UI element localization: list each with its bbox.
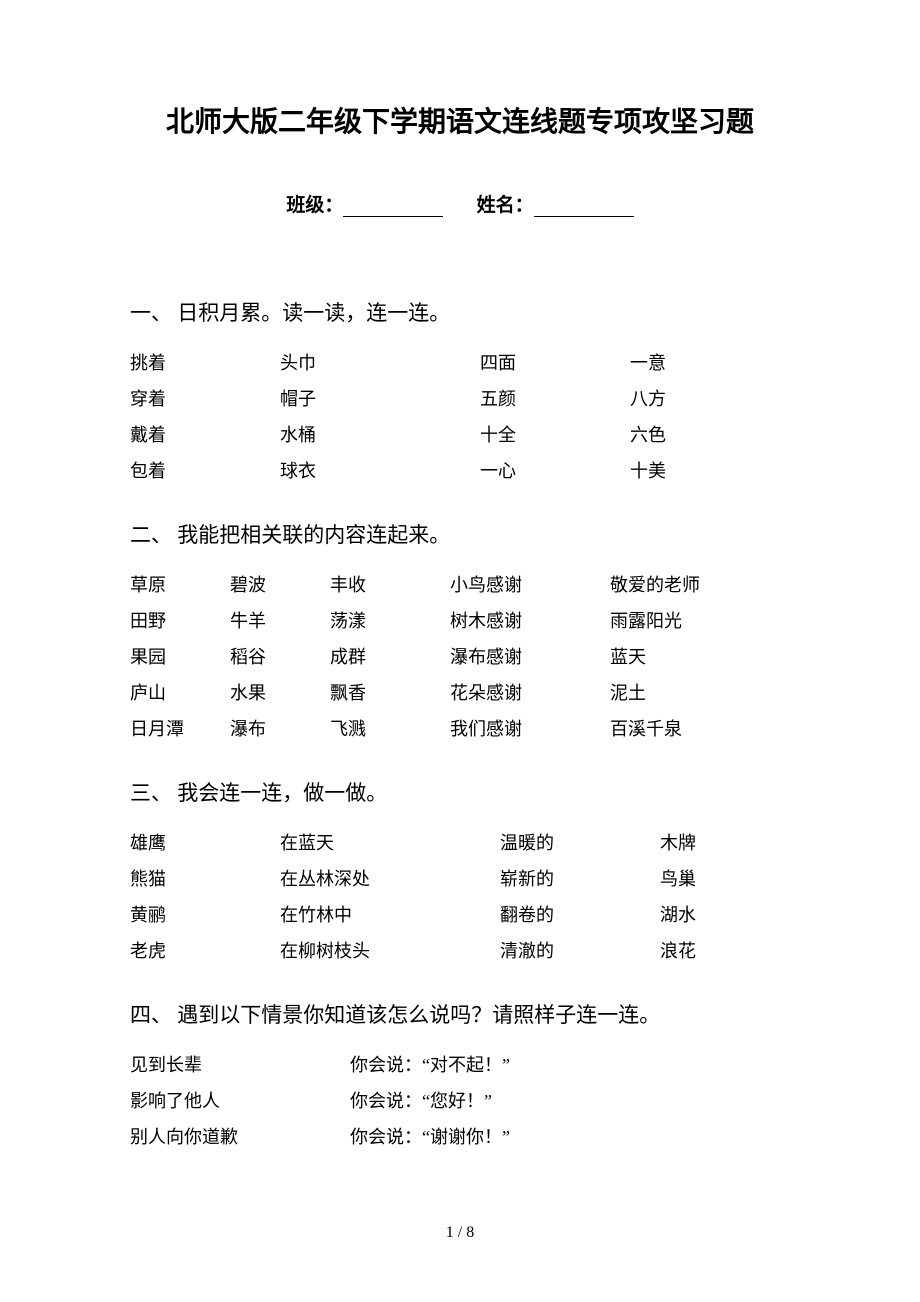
table-row: 戴着水桶十全六色 <box>130 417 730 453</box>
table-row: 老虎在柳树枝头清澈的浪花 <box>130 933 760 969</box>
table-cell: 温暖的 <box>500 825 660 861</box>
table-cell: 五颜 <box>480 381 630 417</box>
table-cell: 丰收 <box>330 567 450 603</box>
table-cell: 瀑布 <box>230 711 330 747</box>
table-cell: 牛羊 <box>230 603 330 639</box>
table-cell: 稻谷 <box>230 639 330 675</box>
table-cell: 别人向你道歉 <box>130 1119 350 1155</box>
table-cell: 碧波 <box>230 567 330 603</box>
class-blank <box>343 199 443 217</box>
table-cell: 帽子 <box>280 381 480 417</box>
table-cell: 你会说：“谢谢你！” <box>350 1119 750 1155</box>
section-table: 雄鹰在蓝天温暖的木牌熊猫在丛林深处崭新的鸟巢黄鹂在竹林中翻卷的湖水老虎在柳树枝头… <box>130 825 760 969</box>
table-cell: 包着 <box>130 453 280 489</box>
table-row: 影响了他人你会说：“您好！” <box>130 1083 750 1119</box>
table-row: 果园稻谷成群瀑布感谢蓝天 <box>130 639 730 675</box>
table-cell: 鸟巢 <box>660 861 760 897</box>
table-row: 见到长辈你会说：“对不起！” <box>130 1047 750 1083</box>
table-cell: 花朵感谢 <box>450 675 610 711</box>
table-cell: 挑着 <box>130 345 280 381</box>
table-cell: 黄鹂 <box>130 897 280 933</box>
name-label: 姓名： <box>477 195 534 216</box>
table-cell: 头巾 <box>280 345 480 381</box>
table-row: 日月潭瀑布飞溅我们感谢百溪千泉 <box>130 711 730 747</box>
table-row: 田野牛羊荡漾树木感谢雨露阳光 <box>130 603 730 639</box>
table-cell: 湖水 <box>660 897 760 933</box>
table-cell: 雄鹰 <box>130 825 280 861</box>
table-cell: 果园 <box>130 639 230 675</box>
section-table: 草原碧波丰收小鸟感谢敬爱的老师田野牛羊荡漾树木感谢雨露阳光果园稻谷成群瀑布感谢蓝… <box>130 567 730 747</box>
document-title: 北师大版二年级下学期语文连线题专项攻坚习题 <box>130 100 790 140</box>
table-cell: 在竹林中 <box>280 897 500 933</box>
table-cell: 瀑布感谢 <box>450 639 610 675</box>
table-cell: 十美 <box>630 453 730 489</box>
section-heading: 四、 遇到以下情景你知道该怎么说吗？请照样子连一连。 <box>130 999 790 1029</box>
table-cell: 水桶 <box>280 417 480 453</box>
table-cell: 你会说：“对不起！” <box>350 1047 750 1083</box>
table-row: 挑着头巾四面一意 <box>130 345 730 381</box>
table-cell: 在柳树枝头 <box>280 933 500 969</box>
table-row: 庐山水果飘香花朵感谢泥土 <box>130 675 730 711</box>
table-row: 包着球衣一心十美 <box>130 453 730 489</box>
table-cell: 浪花 <box>660 933 760 969</box>
name-blank <box>534 199 634 217</box>
table-cell: 树木感谢 <box>450 603 610 639</box>
table-cell: 球衣 <box>280 453 480 489</box>
table-cell: 日月潭 <box>130 711 230 747</box>
table-cell: 庐山 <box>130 675 230 711</box>
table-cell: 八方 <box>630 381 730 417</box>
table-cell: 六色 <box>630 417 730 453</box>
table-cell: 我们感谢 <box>450 711 610 747</box>
class-label: 班级： <box>286 195 343 216</box>
table-row: 穿着帽子五颜八方 <box>130 381 730 417</box>
table-cell: 小鸟感谢 <box>450 567 610 603</box>
table-cell: 老虎 <box>130 933 280 969</box>
table-cell: 成群 <box>330 639 450 675</box>
page-number: 1 / 8 <box>0 1224 920 1242</box>
section-heading: 三、 我会连一连，做一做。 <box>130 777 790 807</box>
table-cell: 你会说：“您好！” <box>350 1083 750 1119</box>
table-cell: 在蓝天 <box>280 825 500 861</box>
table-cell: 荡漾 <box>330 603 450 639</box>
table-cell: 一心 <box>480 453 630 489</box>
table-cell: 泥土 <box>610 675 730 711</box>
table-cell: 水果 <box>230 675 330 711</box>
table-cell: 崭新的 <box>500 861 660 897</box>
section-table: 挑着头巾四面一意穿着帽子五颜八方戴着水桶十全六色包着球衣一心十美 <box>130 345 730 489</box>
table-row: 熊猫在丛林深处崭新的鸟巢 <box>130 861 760 897</box>
table-cell: 四面 <box>480 345 630 381</box>
table-cell: 熊猫 <box>130 861 280 897</box>
table-row: 黄鹂在竹林中翻卷的湖水 <box>130 897 760 933</box>
section-table: 见到长辈你会说：“对不起！”影响了他人你会说：“您好！”别人向你道歉你会说：“谢… <box>130 1047 750 1155</box>
table-cell: 田野 <box>130 603 230 639</box>
table-cell: 影响了他人 <box>130 1083 350 1119</box>
table-cell: 蓝天 <box>610 639 730 675</box>
table-row: 雄鹰在蓝天温暖的木牌 <box>130 825 760 861</box>
table-row: 草原碧波丰收小鸟感谢敬爱的老师 <box>130 567 730 603</box>
table-cell: 雨露阳光 <box>610 603 730 639</box>
table-cell: 穿着 <box>130 381 280 417</box>
table-row: 别人向你道歉你会说：“谢谢你！” <box>130 1119 750 1155</box>
table-cell: 木牌 <box>660 825 760 861</box>
table-cell: 百溪千泉 <box>610 711 730 747</box>
section-heading: 一、 日积月累。读一读，连一连。 <box>130 297 790 327</box>
table-cell: 草原 <box>130 567 230 603</box>
sections-container: 一、 日积月累。读一读，连一连。挑着头巾四面一意穿着帽子五颜八方戴着水桶十全六色… <box>130 297 790 1155</box>
table-cell: 敬爱的老师 <box>610 567 730 603</box>
table-cell: 在丛林深处 <box>280 861 500 897</box>
table-cell: 一意 <box>630 345 730 381</box>
table-cell: 飞溅 <box>330 711 450 747</box>
table-cell: 见到长辈 <box>130 1047 350 1083</box>
table-cell: 飘香 <box>330 675 450 711</box>
table-cell: 戴着 <box>130 417 280 453</box>
table-cell: 清澈的 <box>500 933 660 969</box>
section-heading: 二、 我能把相关联的内容连起来。 <box>130 519 790 549</box>
student-info-line: 班级： 姓名： <box>130 190 790 217</box>
table-cell: 翻卷的 <box>500 897 660 933</box>
table-cell: 十全 <box>480 417 630 453</box>
